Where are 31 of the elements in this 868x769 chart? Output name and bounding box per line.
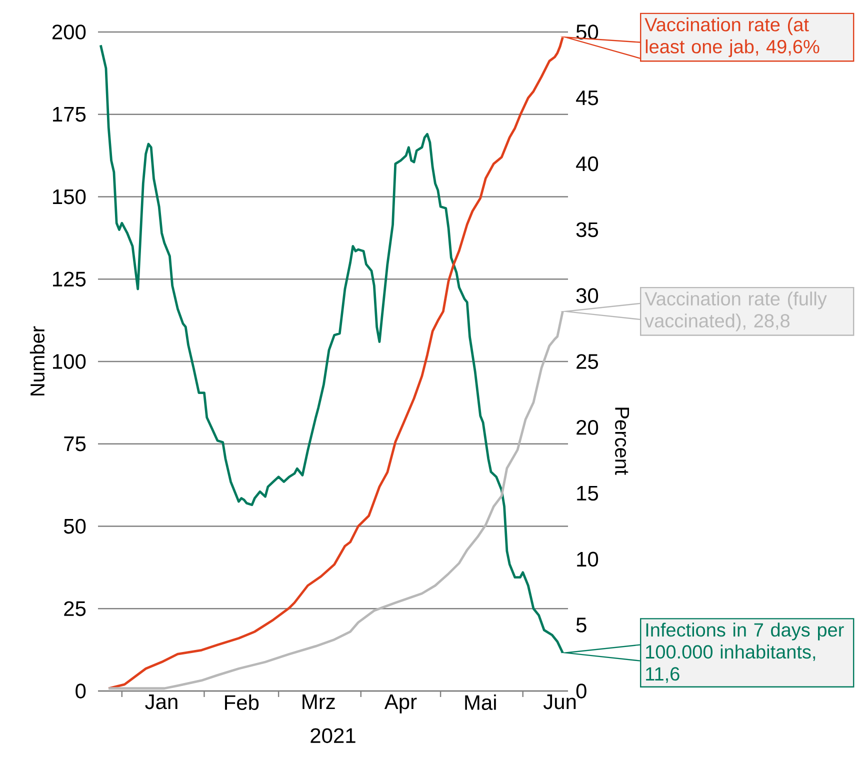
y-tick-label: 25 — [64, 601, 86, 616]
text: Vaccination rate (at least one jab, 49,6% — [644, 17, 820, 58]
y2-tick-label: 15 — [577, 486, 598, 501]
text: Infections in 7 days per 100.000 inhabitants, 11,6 — [646, 622, 844, 683]
y-tick-label: 150 — [53, 189, 86, 204]
y2-tick-label: 45 — [576, 90, 598, 106]
text: Vaccination rate (fully vaccinated), 28,8 — [644, 292, 827, 332]
x-tick-label: Feb — [225, 694, 259, 710]
y-tick-label: 125 — [53, 272, 86, 287]
y2-tick-label: 25 — [576, 354, 598, 369]
y-tick-label: 0 — [76, 684, 86, 698]
x-axis-title: 2021 — [310, 728, 356, 744]
y-tick-label: 50 — [64, 518, 86, 534]
y-tick-label: 75 — [64, 436, 86, 452]
y-tick-label: 100 — [53, 354, 86, 369]
y2-tick-label: 30 — [576, 288, 598, 304]
y-axis-title: Number — [30, 326, 45, 396]
y2-tick-label: 40 — [576, 156, 598, 172]
x-tick-label: Mai — [465, 694, 496, 710]
x-tick-label: Apr — [384, 694, 417, 714]
y2-tick-label: 35 — [576, 222, 598, 238]
x-tick-label: Jan — [145, 694, 178, 710]
y-tick-label: 175 — [53, 107, 86, 122]
y2-tick-label: 0 — [576, 684, 586, 698]
y-tick-label: 200 — [52, 24, 86, 40]
y2-tick-label: 10 — [577, 552, 598, 567]
y2-axis-title: Percent — [615, 408, 629, 475]
x-tick-label: Mrz — [302, 694, 335, 709]
x-tick-label: Jun — [543, 694, 576, 710]
y2-tick-label: 5 — [576, 618, 586, 632]
y2-tick-label: 20 — [576, 420, 598, 435]
